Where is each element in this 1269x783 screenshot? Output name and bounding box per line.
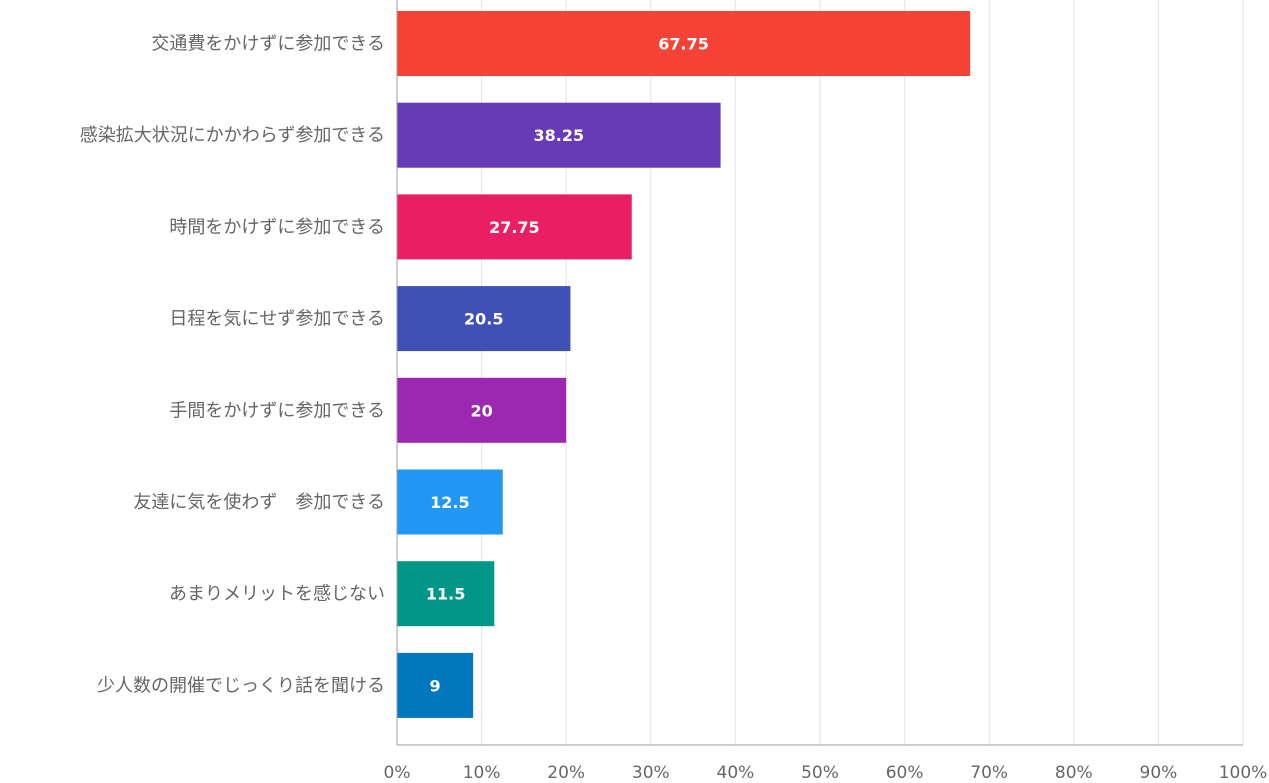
- labels: 交通費をかけずに参加できる 67.75 感染拡大状況にかかわらず参加できる 38.25…: [80, 34, 709, 697]
- category-label: 交通費をかけずに参加できる: [151, 34, 385, 55]
- bar-value-label: 11.5: [426, 585, 465, 604]
- bar: [397, 469, 503, 535]
- category-label: 手間をかけずに参加できる: [169, 400, 385, 421]
- bar: [397, 652, 474, 718]
- category-label: 友達に気を使わず 参加できる: [133, 492, 385, 513]
- x-tick-label: 20%: [547, 763, 585, 783]
- bar: [397, 11, 971, 76]
- bar-value-label: 20.5: [464, 310, 503, 329]
- bar-value-label: 38.25: [533, 126, 584, 145]
- bar: [397, 286, 571, 352]
- x-tick-label: 90%: [1140, 763, 1178, 783]
- x-tick-label: 40%: [717, 763, 755, 783]
- x-tick-label: 60%: [886, 763, 924, 783]
- bar-value-label: 20: [470, 401, 492, 420]
- x-tick-label: 50%: [801, 763, 839, 783]
- bar: [397, 194, 632, 260]
- bar-value-label: 12.5: [430, 493, 469, 512]
- x-tick-label: 10%: [463, 763, 501, 783]
- bar-value-label: 27.75: [489, 218, 540, 237]
- bar-value-label: 9: [429, 676, 440, 695]
- bar: [397, 102, 721, 168]
- x-tick-label: 0%: [384, 763, 411, 783]
- category-label: 感染拡大状況にかかわらず参加できる: [80, 125, 385, 146]
- bar: [397, 377, 567, 443]
- x-tick-label: 70%: [970, 763, 1008, 783]
- category-label: 時間をかけずに参加できる: [169, 217, 385, 238]
- category-label: 少人数の開催でじっくり話を聞ける: [97, 675, 385, 696]
- category-label: 日程を気にせず参加できる: [169, 309, 385, 330]
- category-label: あまりメリットを感じない: [169, 584, 385, 605]
- bar: [397, 561, 495, 627]
- axes: 0% 10% 20% 30% 40% 50% 60% 70% 80% 90% 100%: [384, 0, 1268, 783]
- bars: [397, 11, 971, 718]
- x-tick-label: 100%: [1219, 763, 1268, 783]
- bar-value-label: 67.75: [658, 35, 709, 54]
- x-tick-label: 80%: [1055, 763, 1093, 783]
- x-tick-label: 30%: [632, 763, 670, 783]
